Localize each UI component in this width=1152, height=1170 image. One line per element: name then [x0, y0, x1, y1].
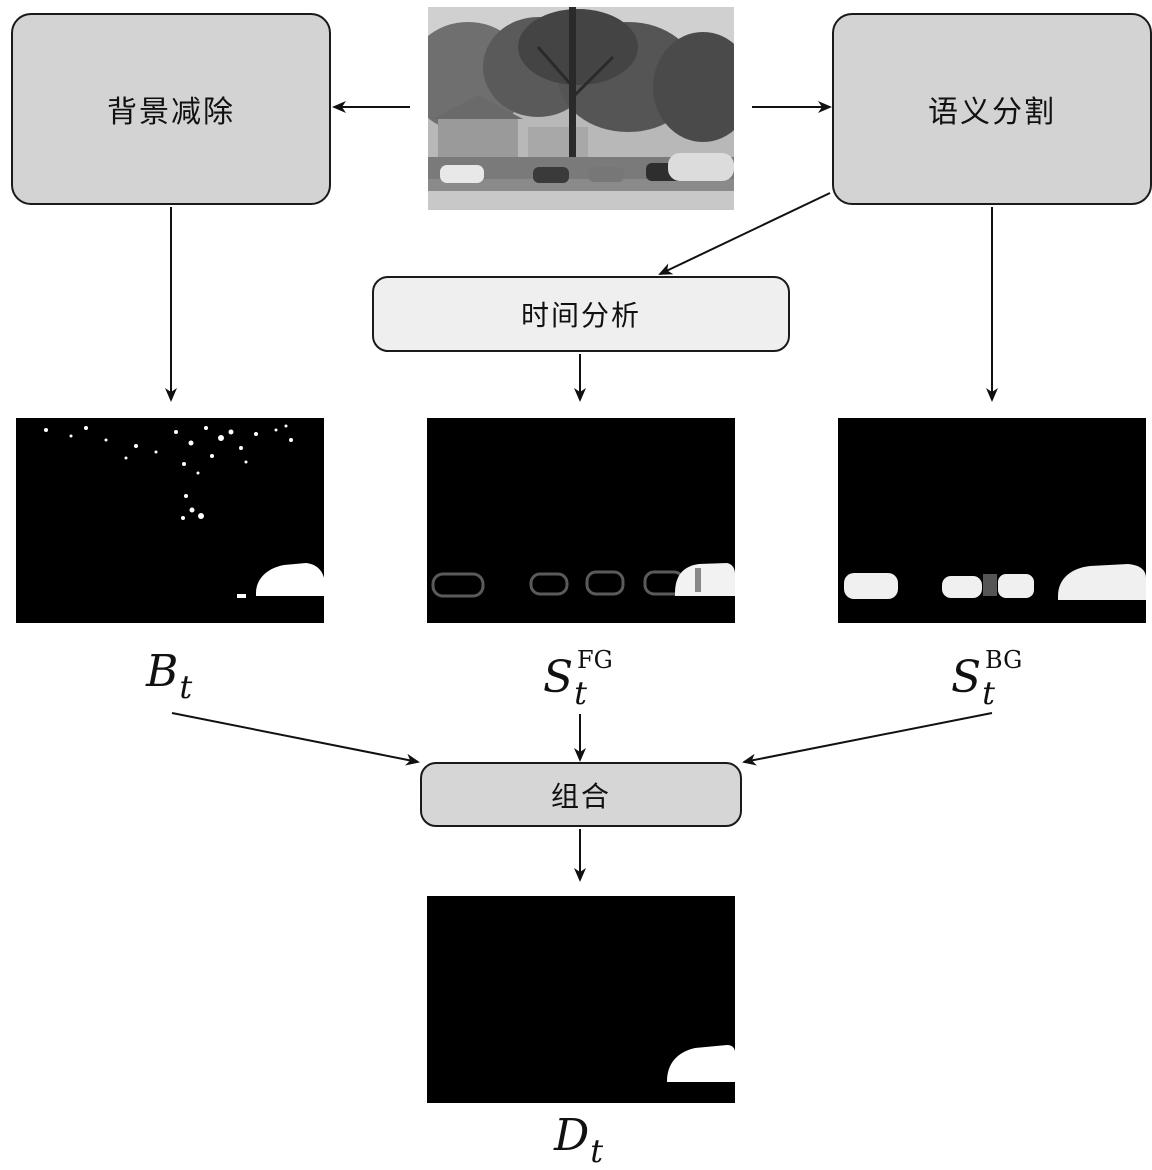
combination-box: 组合: [420, 762, 742, 827]
arrow-bt-to-combine: [172, 713, 418, 762]
combination-label: 组合: [551, 775, 611, 815]
dt-label: Dt: [554, 1114, 603, 1158]
bt-main: B: [146, 646, 178, 697]
sbg-mask-image: [838, 418, 1146, 623]
sbg-label: StBG: [951, 656, 995, 700]
sfg-sup: FG: [577, 648, 613, 672]
dt-sub: t: [590, 1132, 603, 1170]
sbg-sup: BG: [985, 648, 1022, 672]
semantic-segmentation-label: 语义分割: [928, 87, 1056, 131]
sfg-label: StFG: [543, 656, 587, 700]
dt-main: D: [554, 1110, 589, 1161]
dt-mask-image: [427, 896, 735, 1103]
background-subtraction-label: 背景减除: [107, 87, 235, 131]
sfg-main: S: [543, 652, 573, 703]
sbg-sub: t: [982, 674, 995, 712]
semantic-segmentation-box: 语义分割: [832, 13, 1152, 205]
bt-mask-image: [16, 418, 324, 623]
temporal-analysis-label: 时间分析: [521, 294, 641, 334]
input-frame-image: [428, 7, 734, 210]
sfg-sub: t: [574, 674, 587, 712]
sfg-mask-image: [427, 418, 735, 623]
background-subtraction-box: 背景减除: [11, 13, 331, 205]
arrow-sbg-to-combine: [744, 713, 992, 762]
bt-sub: t: [179, 668, 192, 706]
bt-label: Bt: [146, 650, 192, 694]
temporal-analysis-box: 时间分析: [372, 276, 790, 352]
sbg-main: S: [951, 652, 981, 703]
